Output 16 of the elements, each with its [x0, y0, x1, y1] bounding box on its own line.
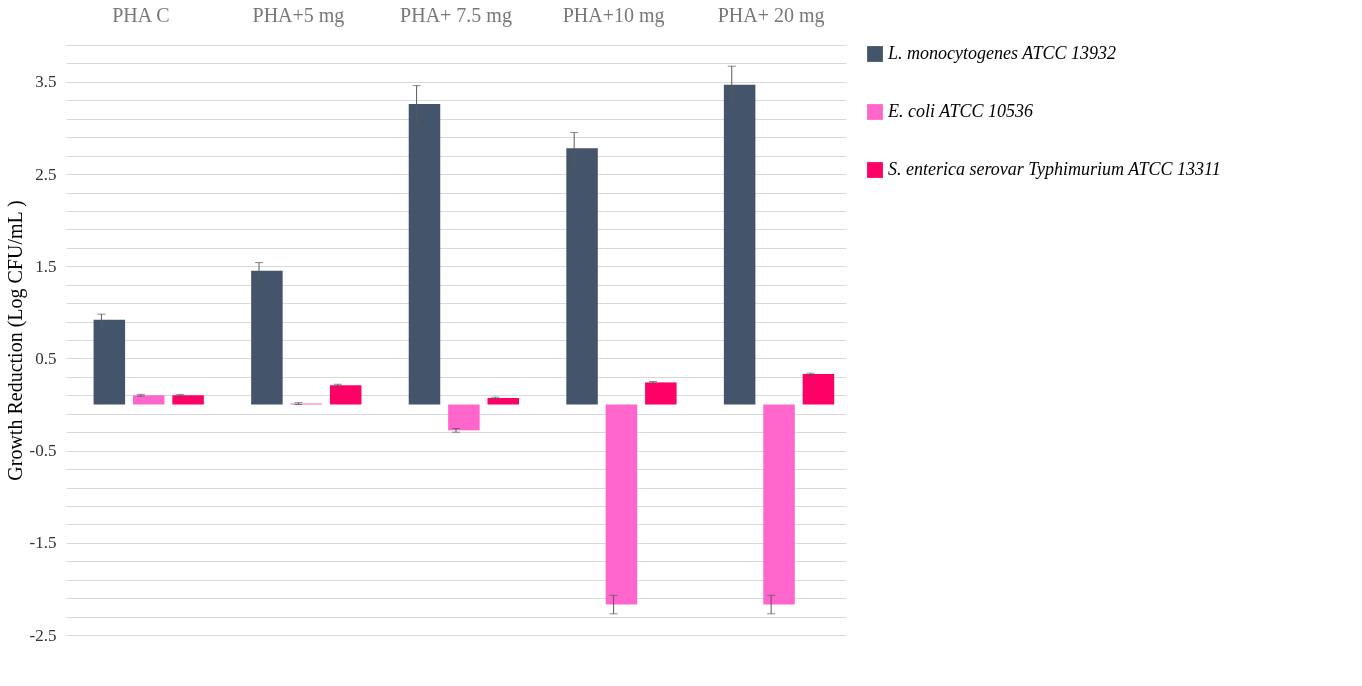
- x-tick-label: PHA+ 20 mg: [717, 3, 825, 27]
- legend-label: L. monocytogenes ATCC 13932: [887, 43, 1116, 63]
- y-tick-label: -2.5: [29, 625, 57, 645]
- x-tick-label: PHA C: [112, 3, 170, 26]
- x-tick-label: PHA+5 mg: [252, 3, 345, 27]
- x-tick-label: PHA+10 mg: [562, 3, 665, 27]
- legend-label: E. coli ATCC 10536: [887, 101, 1034, 121]
- y-tick-label: -1.5: [29, 533, 57, 553]
- y-tick-label: 2.5: [35, 164, 57, 184]
- y-tick-label: -0.5: [29, 441, 57, 461]
- legend-label: S. enterica serovar Typhimurium ATCC 13311: [888, 159, 1221, 179]
- y-tick-label: 0.5: [35, 348, 57, 368]
- x-tick-label: PHA+ 7.5 mg: [400, 3, 512, 27]
- y-tick-label: 3.5: [35, 72, 57, 92]
- y-axis-title: Growth Reduction (Log CFU/mL ): [3, 200, 27, 481]
- y-tick-label: 1.5: [35, 256, 57, 276]
